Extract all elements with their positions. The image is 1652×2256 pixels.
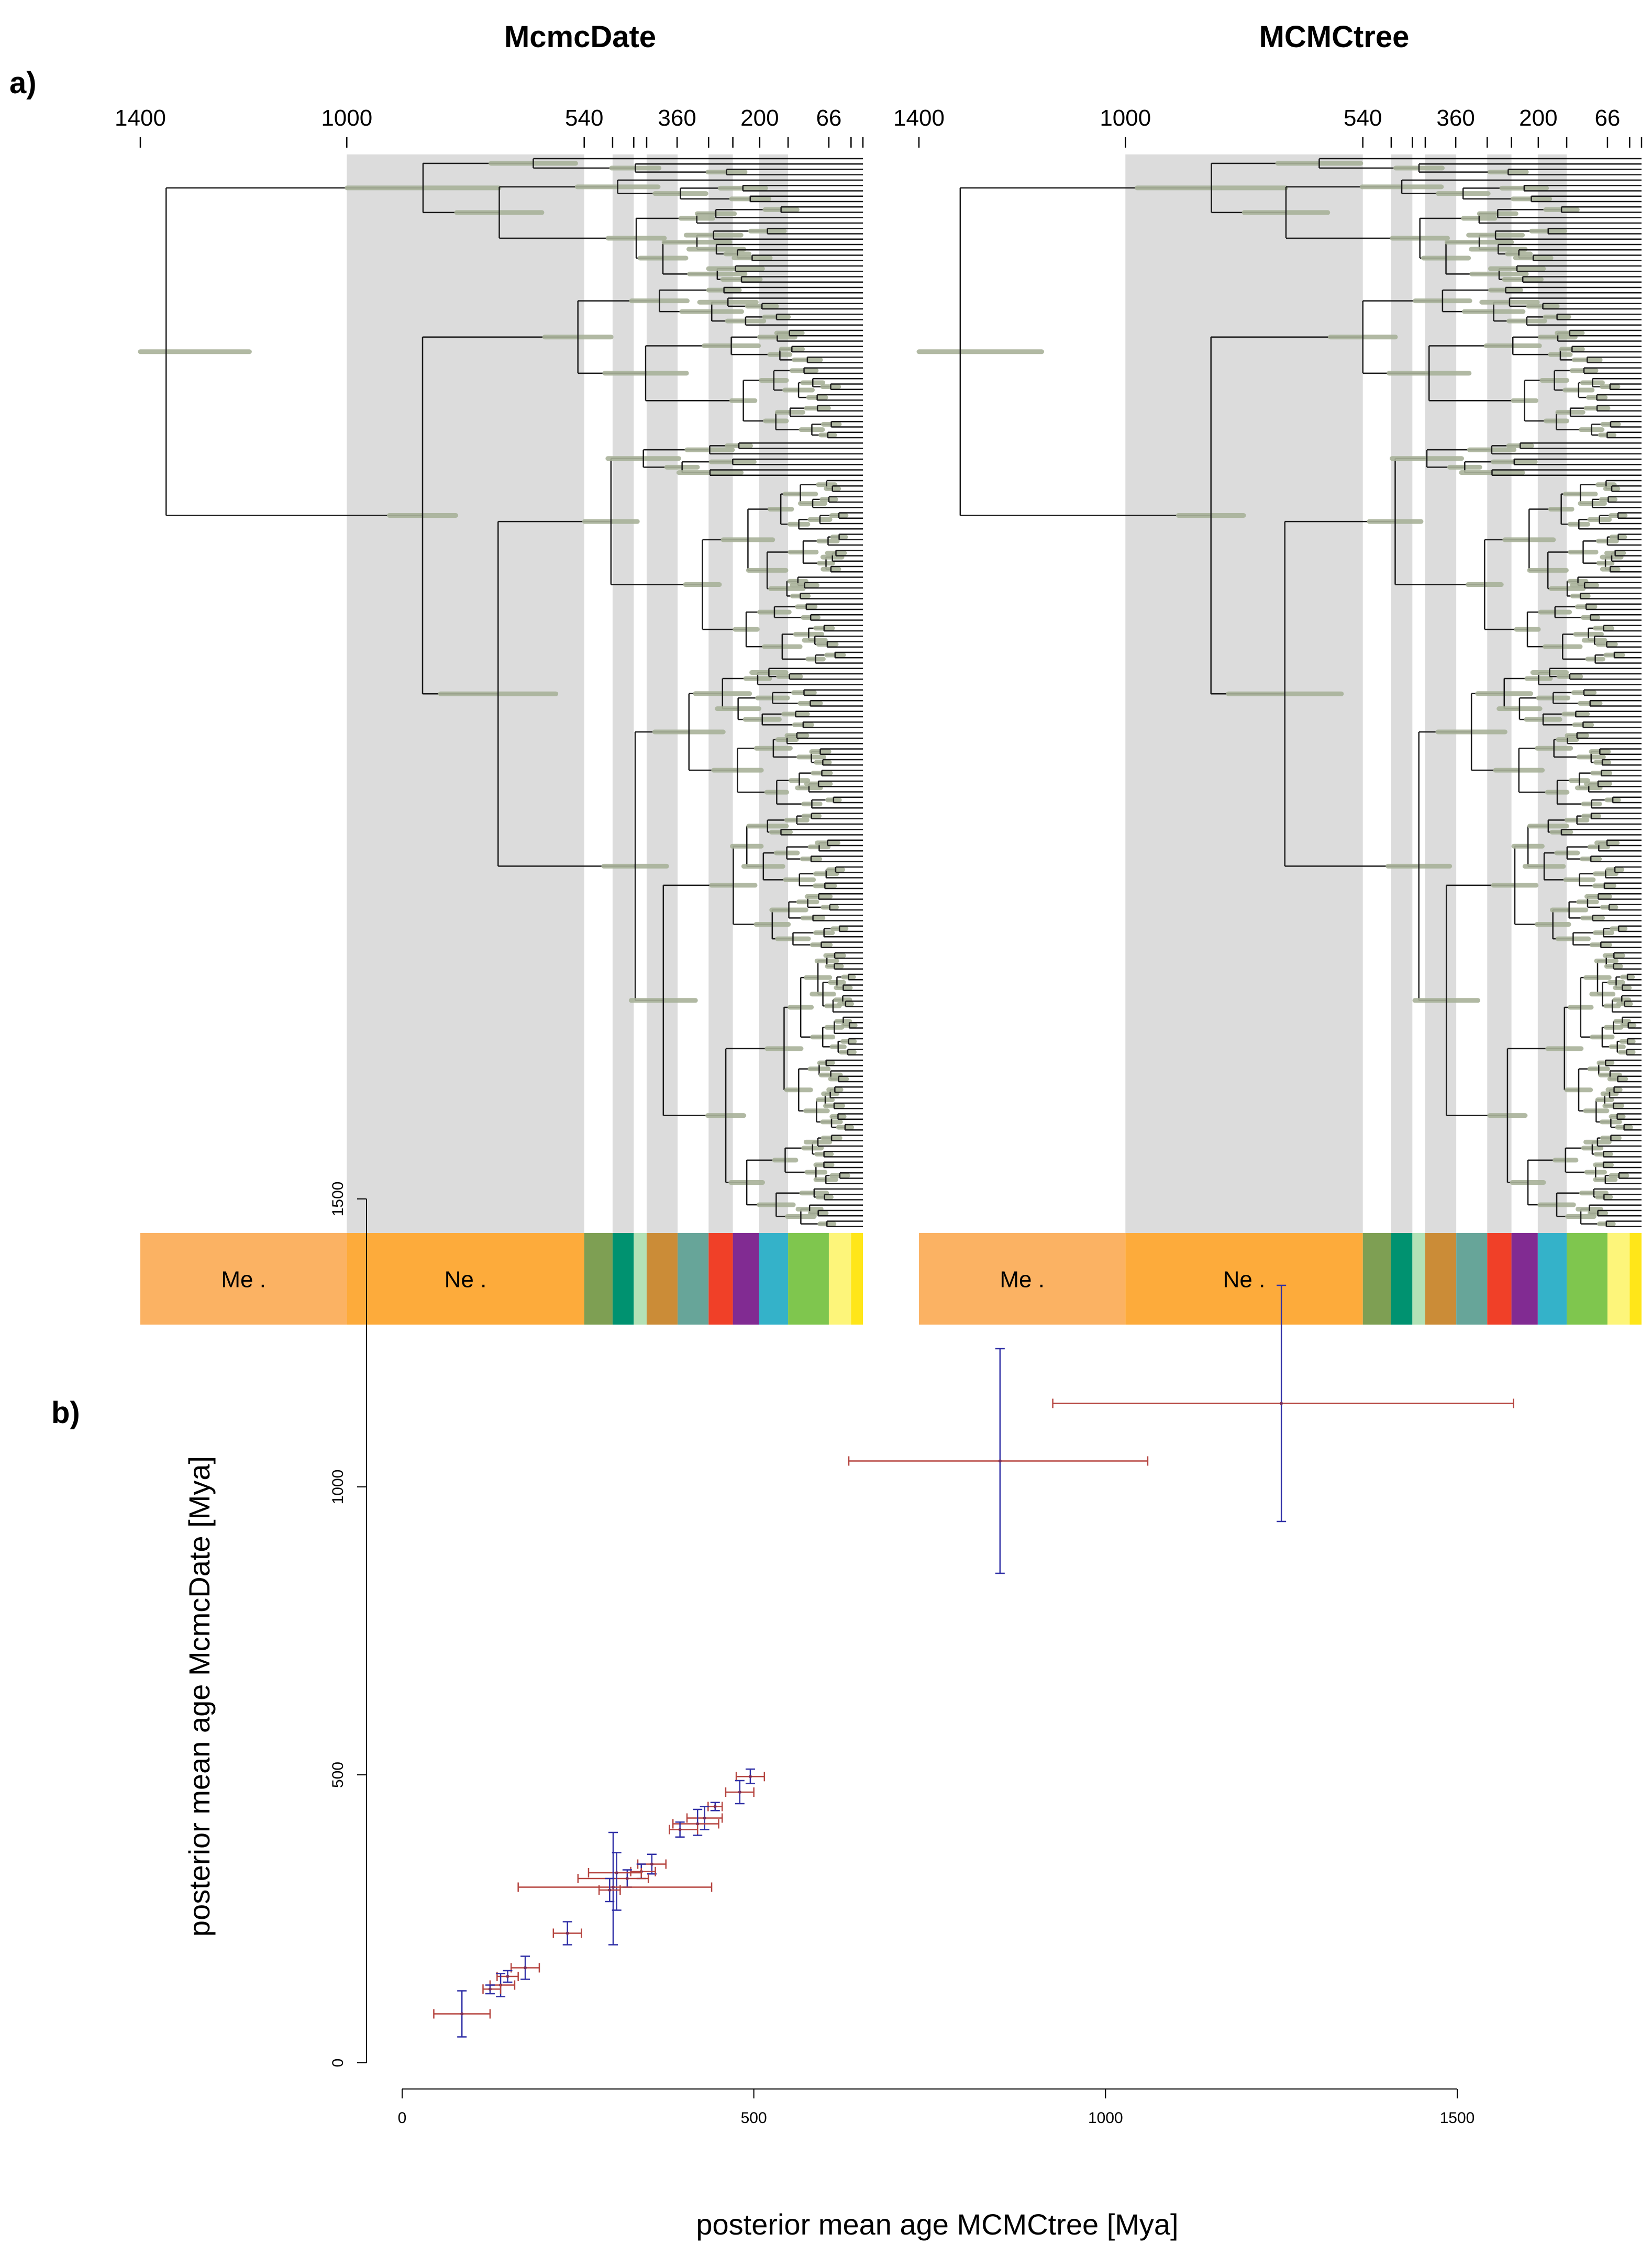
era-label: Me . [221, 1267, 266, 1293]
data-point [748, 1775, 752, 1779]
data-point [1280, 1402, 1283, 1405]
x-axis-label: posterior mean age MCMCtree [Mya] [696, 2208, 1178, 2241]
x-tick-label: 500 [741, 2109, 767, 2127]
data-point [738, 1791, 741, 1794]
period-band [1567, 1233, 1607, 1325]
period-band [1391, 1233, 1413, 1325]
period-band [1629, 1233, 1642, 1325]
y-tick-label: 0 [329, 2059, 347, 2068]
data-point [703, 1816, 706, 1820]
axis-tick-label: 360 [1436, 105, 1474, 131]
period-band [612, 1233, 634, 1325]
data-point [615, 1871, 618, 1874]
axis-tick-label: 66 [1594, 105, 1620, 131]
period-band [1511, 1233, 1538, 1325]
period-band [759, 1233, 789, 1325]
period-band [634, 1233, 647, 1325]
era-band [919, 1233, 1126, 1325]
stage-band [1391, 154, 1413, 1233]
scatter-axes: 0 500 1000 1500 0 500 1000 1500 [329, 1182, 1474, 2127]
x-tick-label: 1000 [1088, 2109, 1123, 2127]
x-tick-label: 0 [398, 2109, 407, 2127]
axis-tick-label: 1400 [893, 105, 945, 131]
period-band [678, 1233, 709, 1325]
stage-band [1425, 154, 1457, 1233]
axis-tick-label: 1400 [115, 105, 166, 131]
era-band [1125, 1233, 1363, 1325]
tree-panel-mcmctree: MCMCtree 1400 1000 540 360 200 66 Me . Ne . [893, 20, 1643, 1325]
period-band [1456, 1233, 1488, 1325]
period-band [828, 1233, 851, 1325]
axis-tick-label: 1000 [321, 105, 372, 131]
period-band [788, 1233, 829, 1325]
y-tick-label: 1500 [329, 1182, 347, 1217]
data-point [608, 1888, 612, 1892]
panel-b-label: b) [51, 1396, 80, 1430]
scatter-marks [433, 1284, 1514, 2038]
scatter-plot: 0 500 1000 1500 0 500 1000 1500 posterior mean … [183, 1182, 1514, 2241]
stage-band [646, 154, 678, 1233]
data-point [612, 1885, 615, 1889]
era-band [140, 1233, 347, 1325]
y-tick-label: 1000 [329, 1470, 347, 1505]
period-band [1362, 1233, 1391, 1325]
data-point [524, 1966, 527, 1970]
time-axis: 1400 1000 540 360 200 66 [893, 105, 1643, 148]
period-band [1537, 1233, 1567, 1325]
x-tick-label: 1500 [1440, 2109, 1475, 2127]
period-band [733, 1233, 759, 1325]
data-point [998, 1459, 1002, 1463]
tree-panel-mcmcdate: McmcDate 1400 1000 540 360 200 66 Me . Ne . [115, 20, 864, 1325]
timescale-bar: Me . Ne . [919, 1233, 1642, 1325]
period-band [851, 1233, 863, 1325]
data-point [678, 1828, 682, 1831]
period-band [584, 1233, 613, 1325]
panel-a-label: a) [9, 66, 37, 100]
period-band [1487, 1233, 1512, 1325]
axis-tick-label: 200 [740, 105, 779, 131]
data-point [566, 1931, 569, 1935]
axis-tick-label: 540 [565, 105, 603, 131]
data-point [460, 2012, 464, 2016]
stage-band [612, 154, 634, 1233]
axis-tick-label: 540 [1344, 105, 1382, 131]
period-band [646, 1233, 678, 1325]
data-point [713, 1805, 717, 1808]
tree-title: McmcDate [504, 20, 656, 54]
tree-title: MCMCtree [1259, 20, 1410, 54]
era-label: Me . [1000, 1267, 1045, 1293]
data-point [488, 1987, 492, 1991]
tree-branches [916, 158, 1642, 1227]
y-axis-label: posterior mean age McmcDate [Mya] [183, 1456, 216, 1937]
axis-tick-label: 200 [1519, 105, 1557, 131]
period-band [1425, 1233, 1457, 1325]
tree-branches [138, 158, 863, 1227]
era-label: Ne . [445, 1267, 487, 1293]
data-point [650, 1862, 653, 1866]
axis-tick-label: 66 [816, 105, 841, 131]
y-tick-label: 500 [329, 1762, 347, 1788]
axis-tick-label: 360 [658, 105, 696, 131]
data-point [506, 1975, 509, 1978]
era-band [347, 1233, 584, 1325]
axis-tick-label: 1000 [1100, 105, 1151, 131]
period-band [708, 1233, 733, 1325]
timescale-bar: Me . Ne . [140, 1233, 863, 1325]
era-label: Ne . [1223, 1267, 1266, 1293]
period-band [1412, 1233, 1425, 1325]
data-point [696, 1822, 700, 1826]
time-axis: 1400 1000 540 360 200 66 [115, 105, 864, 148]
period-band [1607, 1233, 1630, 1325]
data-point [625, 1877, 629, 1880]
